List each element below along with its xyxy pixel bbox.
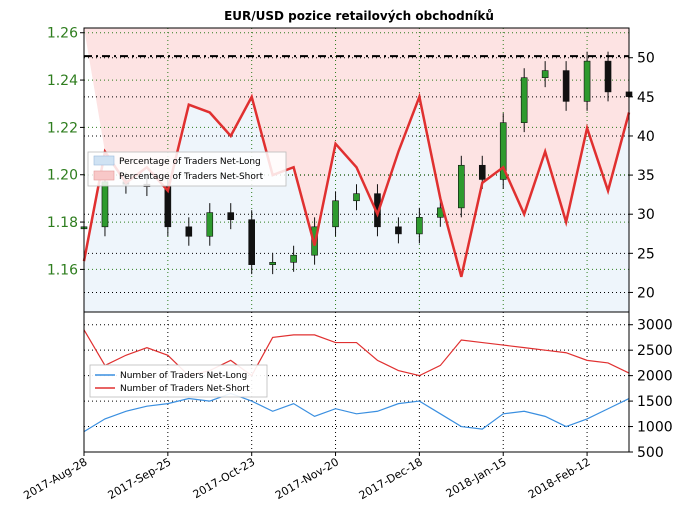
- right-tick-label: 35: [637, 168, 655, 184]
- price-candle-body: [290, 254, 297, 263]
- net-long-count-line: [83, 392, 630, 433]
- price-candle-body: [520, 77, 528, 123]
- price-candle-body: [478, 164, 486, 180]
- left-tick-label: 1.20: [47, 168, 78, 184]
- legend-swatch-net-short: [93, 170, 115, 181]
- bottom-panel-frame: [83, 311, 630, 453]
- left-tick-label: 1.22: [47, 120, 78, 136]
- x-tick-label: 2018-Jan-15: [444, 455, 509, 500]
- left-tick-label: 1.24: [47, 73, 78, 89]
- x-tick-label: 2017-Sep-25: [106, 455, 174, 502]
- price-candle-body: [101, 181, 109, 228]
- right-tick-label: 20: [637, 285, 655, 301]
- right-tick-label: 50: [637, 51, 655, 67]
- bottom-right-tick-label: 2000: [637, 369, 673, 385]
- right-tick-label: 45: [637, 90, 655, 106]
- trader-count-panel: 500 1000 1500 2000 2500 3000 Number of Trader…: [83, 311, 673, 461]
- x-tick-label: 2018-Feb-12: [526, 455, 593, 501]
- legend-label-net-short: Percentage of Traders Net-Short: [119, 172, 264, 182]
- price-candle-body: [206, 212, 214, 237]
- price-sentiment-panel: 1.161.181.201.221.241.26 20253035404550 …: [47, 26, 655, 313]
- legend-label-net-long: Percentage of Traders Net-Long: [119, 157, 261, 167]
- price-candle-body: [604, 60, 612, 93]
- top-right-axis: 20 25 30 35 40 45 50: [629, 51, 655, 301]
- top-legend: Percentage of Traders Net-Long Percentag…: [87, 151, 287, 187]
- x-tick-label: 2017-Nov-20: [273, 455, 341, 502]
- right-tick-label: 25: [637, 246, 655, 262]
- x-tick-label: 2017-Oct-23: [191, 455, 257, 501]
- price-candle-body: [353, 193, 360, 202]
- legend-swatch-net-long: [93, 155, 115, 166]
- bottom-right-tick-label: 3000: [637, 318, 673, 334]
- right-tick-label: 30: [637, 207, 655, 223]
- price-candle-body: [395, 226, 402, 235]
- bottom-right-tick-label: 1500: [637, 394, 673, 410]
- price-candle-body: [499, 122, 507, 180]
- x-tick-label: 2017-Dec-18: [357, 455, 425, 502]
- top-left-axis: 1.16 1.18 1.20 1.22 1.24 1.26: [47, 26, 84, 278]
- price-candle-body: [541, 70, 549, 78]
- price-candle-body: [458, 164, 465, 209]
- price-candle-body: [248, 219, 255, 265]
- price-candle-body: [583, 60, 591, 102]
- left-tick-label: 1.16: [47, 262, 78, 278]
- price-candle-body: [227, 212, 235, 221]
- bottom-legend: Number of Traders Net-Long Number of Tra…: [89, 364, 268, 398]
- price-candle-body: [269, 261, 276, 265]
- price-candle-body: [332, 200, 339, 228]
- price-candle-body: [185, 226, 193, 237]
- price-candle-body: [416, 217, 423, 235]
- right-tick-label: 40: [637, 129, 655, 145]
- legend-label-net-long-count: Number of Traders Net-Long: [120, 371, 247, 381]
- bottom-right-axis: 500 1000 1500 2000 2500 3000: [629, 318, 673, 461]
- top-legend-box: [87, 151, 287, 187]
- bottom-right-tick-label: 500: [637, 445, 664, 461]
- x-tick-label: 2017-Aug-28: [21, 455, 89, 502]
- chart-title: EUR/USD pozice retailových obchodníků: [224, 9, 494, 23]
- bottom-right-tick-label: 2500: [637, 343, 673, 359]
- x-axis: 2017-Aug-28 2017-Sep-25 2017-Oct-23 2017-No…: [21, 452, 593, 502]
- left-tick-label: 1.18: [47, 215, 78, 231]
- bottom-legend-box: [89, 364, 268, 398]
- net-short-area: [84, 28, 629, 277]
- net-short-count-line: [83, 329, 630, 377]
- bottom-right-tick-label: 1000: [637, 420, 673, 436]
- price-candle-body: [562, 70, 570, 102]
- left-tick-label: 1.26: [47, 26, 78, 42]
- legend-label-net-short-count: Number of Traders Net-Short: [120, 384, 250, 394]
